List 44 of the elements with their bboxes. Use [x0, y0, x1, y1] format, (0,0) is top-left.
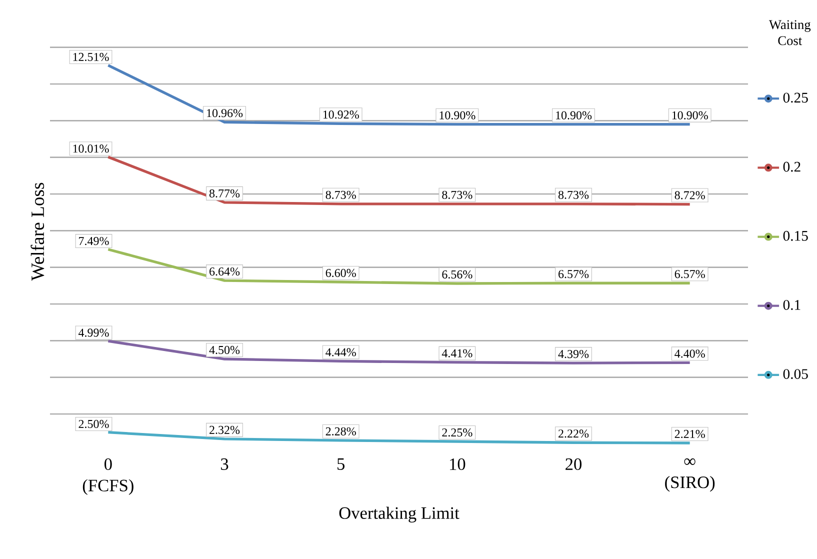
data-label: 10.96%: [207, 109, 243, 118]
data-label: 10.90%: [672, 111, 708, 120]
data-label: 6.60%: [326, 268, 356, 278]
data-label: 10.90%: [556, 111, 592, 120]
x-tick-label: 20: [566, 458, 582, 470]
data-label: 6.57%: [674, 270, 705, 278]
legend-label: 0.15: [783, 230, 808, 241]
legend-label: 0.1: [783, 300, 800, 310]
x-tick-label: ∞ (SIRO): [665, 458, 715, 492]
legend-label: 0.05: [783, 369, 808, 380]
x-tick-label: 10: [450, 458, 466, 470]
data-label: 8.73%: [558, 190, 589, 199]
data-label: 8.73%: [326, 190, 356, 199]
data-label: 6.57%: [558, 270, 589, 278]
data-label: 10.90%: [440, 111, 476, 120]
x-axis-title: Overtaking Limit: [339, 506, 460, 523]
data-label: 7.49%: [79, 236, 109, 246]
legend-label: 0.25: [783, 92, 808, 103]
x-tick-label: 3: [221, 458, 228, 470]
legend-title: Waiting Cost: [768, 20, 811, 46]
x-tick-label: 5: [338, 458, 344, 470]
data-label: 2.50%: [78, 420, 109, 428]
data-label: 4.39%: [558, 350, 589, 358]
data-label: 8.72%: [674, 191, 705, 200]
data-label: 8.73%: [442, 190, 472, 199]
data-label: 12.51%: [73, 52, 109, 62]
data-label: 4.99%: [78, 328, 109, 337]
data-label: 10.01%: [73, 144, 109, 153]
data-label: 6.64%: [210, 267, 240, 276]
data-label: 4.41%: [442, 349, 472, 358]
data-label: 6.56%: [442, 270, 472, 279]
data-label: 8.77%: [209, 189, 240, 198]
data-label: 10.92%: [323, 110, 359, 119]
y-axis-title: Welfare Loss: [30, 182, 44, 281]
data-label: 2.25%: [442, 428, 472, 437]
data-label: 2.21%: [674, 430, 705, 438]
data-label: 2.32%: [210, 426, 240, 434]
data-label: 2.22%: [558, 430, 589, 438]
data-label: 4.50%: [209, 346, 240, 354]
data-label: 4.40%: [674, 350, 705, 358]
x-tick-label: 0 (FCFS): [82, 458, 134, 495]
data-label: 2.28%: [326, 427, 356, 436]
data-label: 4.44%: [326, 348, 356, 356]
legend-label: 0.2: [783, 162, 800, 172]
